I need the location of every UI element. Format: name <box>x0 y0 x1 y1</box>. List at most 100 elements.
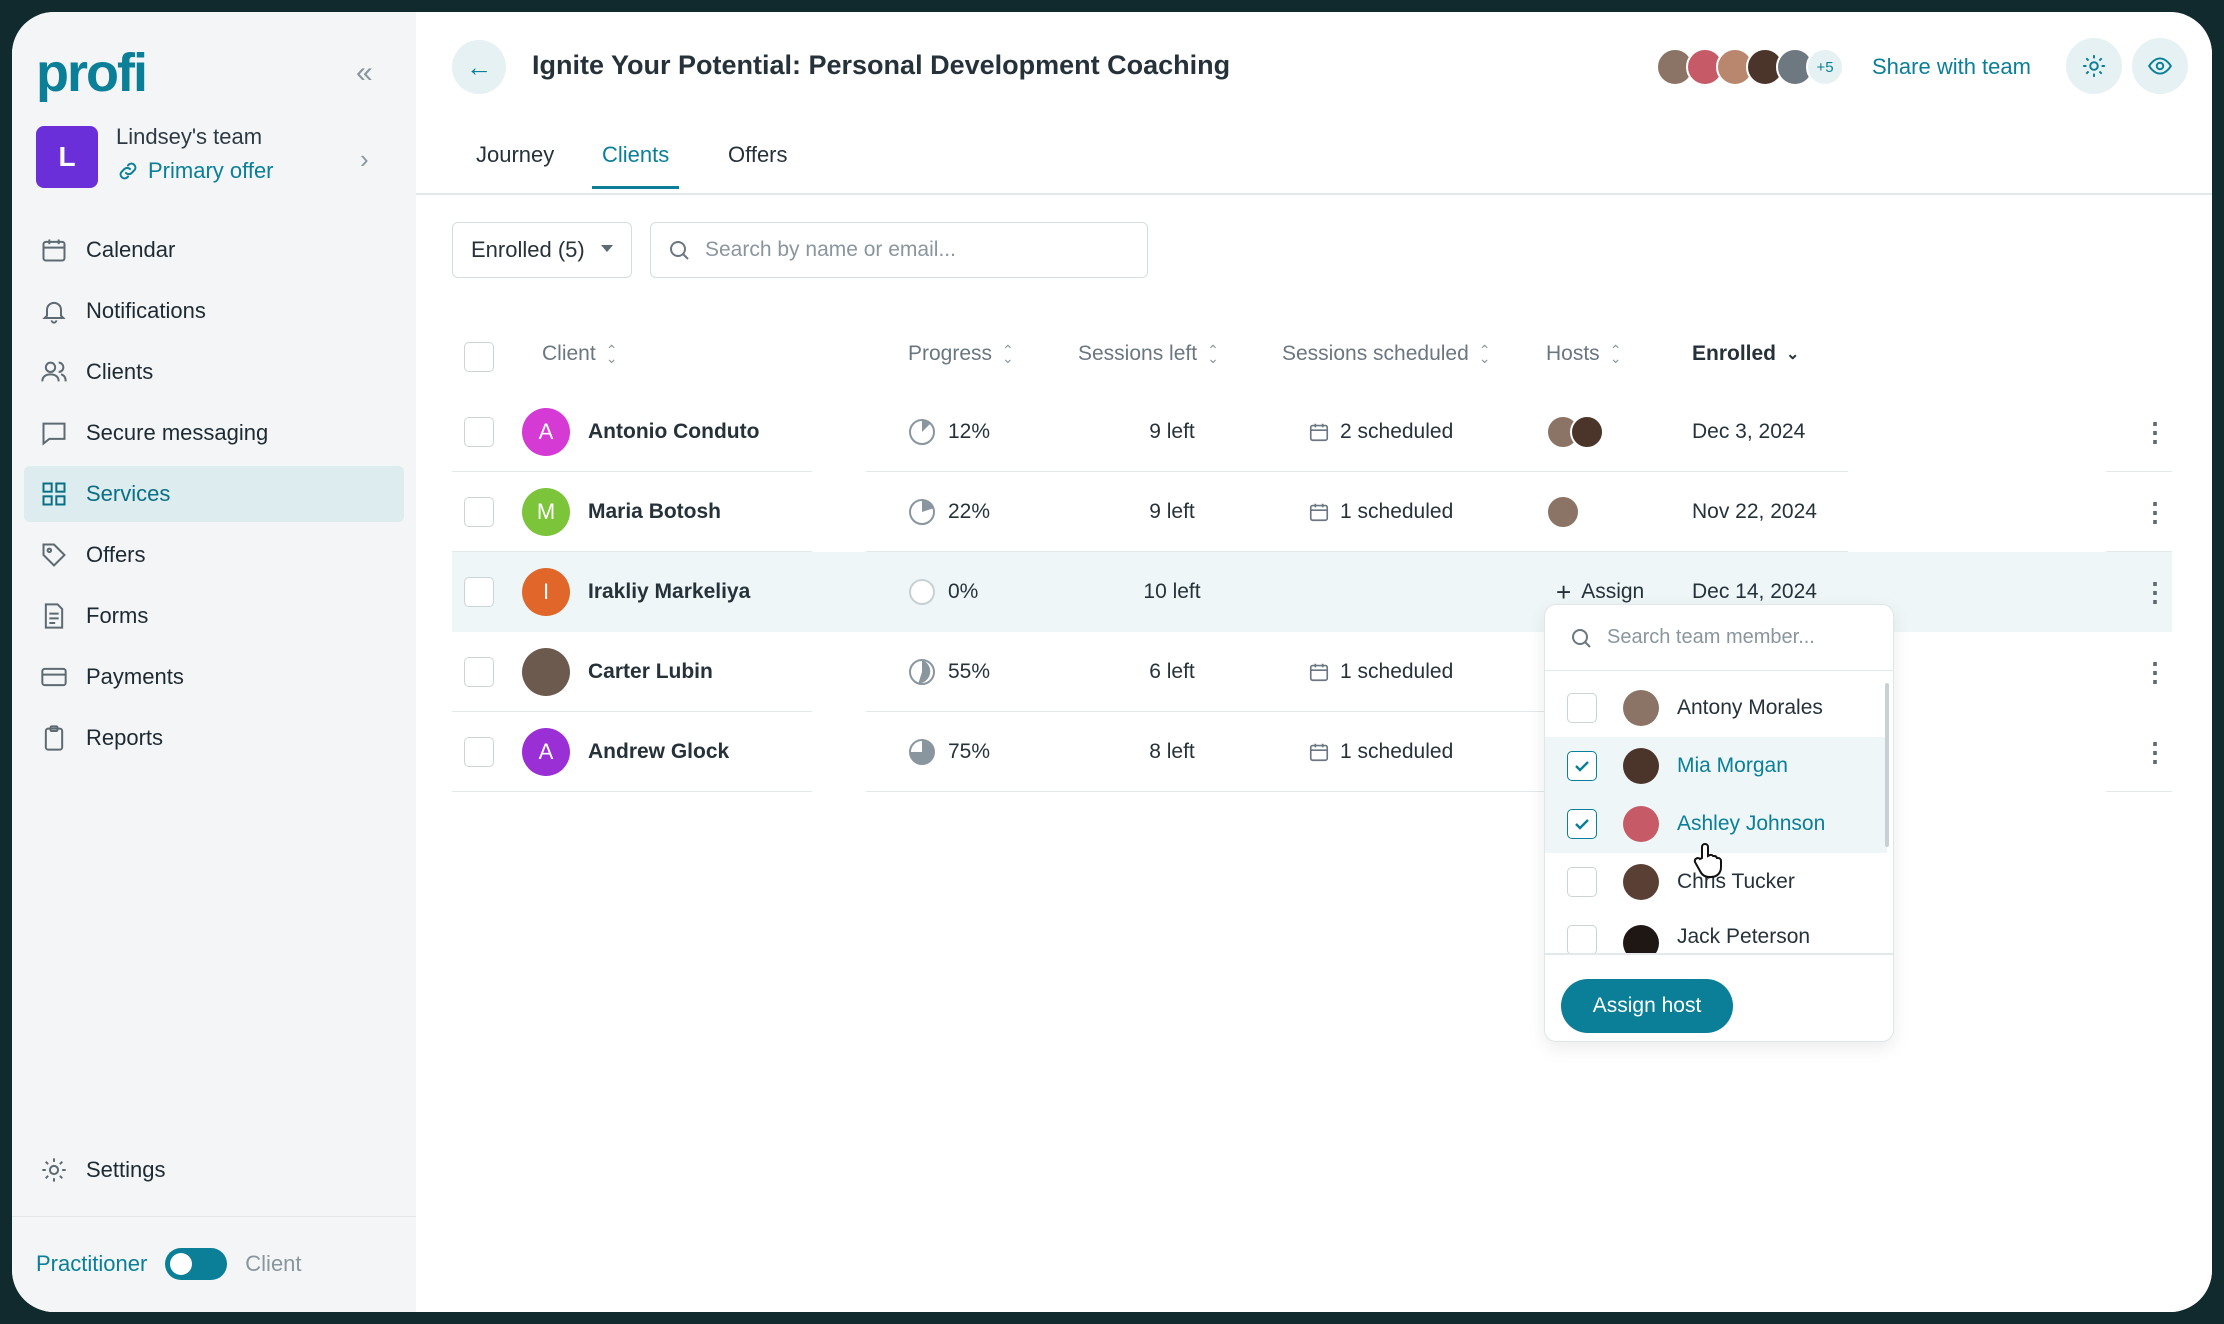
profi-logo[interactable]: profi <box>36 43 148 103</box>
role-switch[interactable] <box>165 1248 228 1280</box>
row-checkbox[interactable] <box>464 712 494 792</box>
table-row[interactable]: A Andrew Glock 75% 8 left 1 scheduled ⋮ <box>452 712 2172 792</box>
sort-icon: ⌃ ⌄ <box>1478 342 1491 366</box>
column-header-sessions-scheduled[interactable]: Sessions scheduled ⌃ ⌄ <box>1282 342 1491 366</box>
member-name: Antony Morales <box>1677 696 1823 719</box>
collapse-sidebar-icon[interactable]: « <box>356 56 373 89</box>
sidebar-item-forms[interactable]: Forms <box>24 588 404 644</box>
member-checkbox[interactable] <box>1567 693 1597 723</box>
sidebar-item-calendar[interactable]: Calendar <box>24 222 404 278</box>
team-member-option[interactable]: Ashley Johnson <box>1545 795 1887 853</box>
credit-card-icon <box>41 667 67 687</box>
member-checkbox[interactable] <box>1567 925 1597 953</box>
row-menu-icon[interactable]: ⋮ <box>2142 736 2168 767</box>
row-checkbox[interactable] <box>464 632 494 712</box>
sidebar-item-offers[interactable]: Offers <box>24 527 404 583</box>
column-header-hosts[interactable]: Hosts ⌃ ⌄ <box>1546 342 1621 366</box>
team-member-option[interactable]: Jack Peterson <box>1545 911 1887 953</box>
table-row[interactable]: Carter Lubin 55% 6 left 1 scheduled ⋮ <box>452 632 2172 712</box>
sidebar-item-notifications[interactable]: Notifications <box>24 283 404 339</box>
settings-label: Settings <box>86 1157 166 1182</box>
progress-value: 0% <box>948 580 979 603</box>
member-checkbox[interactable] <box>1567 809 1597 839</box>
team-member-option[interactable]: Mia Morgan <box>1545 737 1887 795</box>
sidebar-item-payments[interactable]: Payments <box>24 649 404 705</box>
search-icon <box>1572 628 1591 648</box>
member-checkbox[interactable] <box>1567 867 1597 897</box>
status-filter-select[interactable]: Enrolled (5) <box>452 222 632 278</box>
column-header-enrolled[interactable]: Enrolled ⌄ <box>1692 342 1799 366</box>
client-name[interactable]: Andrew Glock <box>588 740 730 763</box>
scheduled-cell: 2 scheduled <box>1308 392 1453 472</box>
client-search-input[interactable]: Search by name or email... <box>650 222 1148 278</box>
team-avatars[interactable]: +5 <box>1656 48 1844 86</box>
bell-icon <box>42 301 66 324</box>
row-menu-icon[interactable]: ⋮ <box>2142 576 2168 607</box>
progress-cell: 12% <box>908 392 990 472</box>
column-header-sessions-left[interactable]: Sessions left ⌃ ⌄ <box>1078 342 1219 366</box>
hosts-cell[interactable] <box>1546 392 1604 472</box>
member-name: Jack Peterson <box>1677 925 1811 948</box>
member-name: Ashley Johnson <box>1677 812 1826 835</box>
sidebar-item-label: Reports <box>86 725 164 750</box>
team-member-search-input[interactable]: Search team member... <box>1545 605 1893 671</box>
settings-button[interactable] <box>2066 38 2122 94</box>
client-name[interactable]: Maria Botosh <box>588 500 722 523</box>
client-cell: A Andrew Glock <box>522 712 729 792</box>
table-row[interactable]: A Antonio Conduto 12% 9 left 2 scheduled… <box>452 392 2172 472</box>
member-checkbox[interactable] <box>1567 751 1597 781</box>
progress-value: 75% <box>948 740 991 763</box>
scheduled-count: 1 scheduled <box>1340 660 1454 683</box>
sidebar-item-services[interactable]: Services <box>24 466 404 522</box>
more-avatars-badge: +5 <box>1806 48 1844 86</box>
sidebar-item-label: Secure messaging <box>86 420 269 445</box>
hosts-cell[interactable] <box>1546 472 1580 552</box>
plus-icon: + <box>1556 576 1572 607</box>
row-menu-icon[interactable]: ⋮ <box>2142 496 2168 527</box>
arrow-left-icon: ← <box>466 51 492 82</box>
assign-host-dropdown: Search team member... Antony Morales Mia… <box>1544 604 1894 1042</box>
share-with-team-link[interactable]: Share with team <box>1872 54 2031 79</box>
row-menu-icon[interactable]: ⋮ <box>2142 416 2168 447</box>
column-label: Enrolled <box>1692 342 1777 365</box>
chevron-right-icon[interactable]: › <box>360 144 369 174</box>
back-button[interactable]: ← <box>452 40 506 94</box>
column-header-progress[interactable]: Progress ⌃ ⌄ <box>908 342 1014 366</box>
team-avatar[interactable]: L <box>36 126 98 188</box>
tab-journey[interactable]: Journey <box>476 142 555 167</box>
tab-offers[interactable]: Offers <box>728 142 788 167</box>
client-name[interactable]: Antonio Conduto <box>588 420 760 443</box>
sidebar-item-clients[interactable]: Clients <box>24 344 404 400</box>
row-checkbox[interactable] <box>464 472 494 552</box>
document-icon <box>44 603 64 629</box>
primary-offer-link[interactable]: Primary offer <box>116 158 274 184</box>
tab-clients[interactable]: Clients <box>592 142 680 189</box>
progress-pie-icon <box>909 499 935 525</box>
select-all-checkbox[interactable] <box>464 342 494 372</box>
client-name[interactable]: Irakliy Markeliya <box>588 580 751 603</box>
client-cell: Carter Lubin <box>522 632 713 712</box>
client-avatar: M <box>522 488 570 536</box>
table-row[interactable]: M Maria Botosh 22% 9 left 1 scheduled No… <box>452 472 2172 552</box>
client-name[interactable]: Carter Lubin <box>588 660 713 683</box>
team-member-option[interactable]: Antony Morales <box>1545 679 1887 737</box>
sidebar-item-label: Forms <box>86 603 149 628</box>
assign-host-button[interactable]: Assign host <box>1561 979 1733 1033</box>
assign-host-link[interactable]: + Assign <box>1556 552 1644 632</box>
member-name: Mia Morgan <box>1677 754 1788 777</box>
column-header-client[interactable]: Client ⌃ ⌄ <box>542 342 617 366</box>
preview-button[interactable] <box>2132 38 2188 94</box>
dropdown-scrollbar[interactable] <box>1885 683 1889 847</box>
sidebar-item-settings[interactable]: Settings <box>40 1156 166 1184</box>
tab-bar: Journey Clients Offers <box>416 142 2212 195</box>
row-checkbox[interactable] <box>464 552 494 632</box>
assign-label: Assign <box>1581 580 1645 603</box>
progress-value: 22% <box>948 500 991 523</box>
sidebar-nav: Calendar Notifications Clients Secure me… <box>24 222 404 771</box>
sidebar-item-reports[interactable]: Reports <box>24 710 404 766</box>
row-checkbox[interactable] <box>464 392 494 472</box>
row-menu-icon[interactable]: ⋮ <box>2142 656 2168 687</box>
sidebar-item-secure-messaging[interactable]: Secure messaging <box>24 405 404 461</box>
table-row[interactable]: I Irakliy Markeliya 0% 10 left + Assign … <box>452 552 2172 632</box>
host-avatar <box>1546 495 1580 529</box>
